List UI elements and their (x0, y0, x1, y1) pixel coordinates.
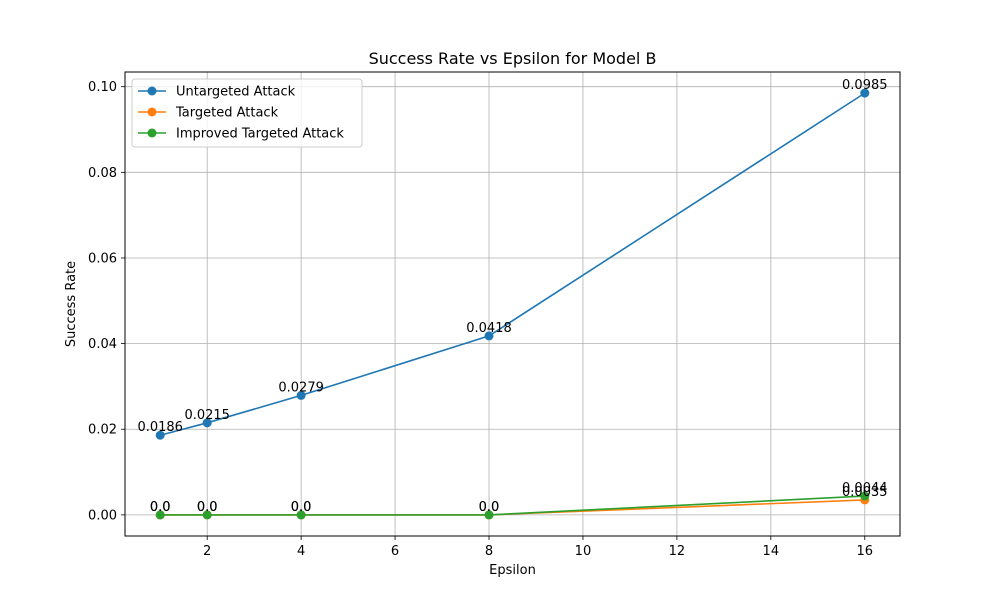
legend-marker-improved-targeted-attack (147, 128, 157, 138)
untargeted-attack-data-label: 0.0186 (137, 420, 183, 435)
legend-box (131, 78, 363, 148)
legend-marker-untargeted-attack (147, 86, 157, 96)
improved-targeted-attack-data-label: 0.0 (150, 500, 171, 515)
targeted-attack-data-label: 0.0 (150, 500, 171, 515)
legend: Untargeted Attack Targeted Attack Improved… (131, 78, 363, 148)
x-tick-label: 10 (575, 544, 592, 559)
improved-targeted-attack-point (155, 510, 165, 520)
y-tick-label: 0.02 (88, 423, 117, 438)
targeted-attack-data-label: 0.0 (479, 500, 500, 515)
x-tick-label: 4 (297, 544, 305, 559)
improved-targeted-attack-point (860, 491, 870, 501)
x-axis-title: Epsilon (489, 563, 536, 578)
untargeted-attack-point (296, 390, 306, 400)
chart-title: Success Rate vs Epsilon for Model B (369, 49, 657, 68)
y-axis-title: Success Rate (64, 261, 79, 347)
legend-marker-targeted-attack (147, 107, 157, 117)
y-tick-label: 0.04 (88, 337, 117, 352)
targeted-attack-data-label: 0.0 (291, 500, 312, 515)
y-tick-label: 0.06 (88, 251, 117, 266)
untargeted-attack-point (860, 88, 870, 98)
series-lines (155, 88, 870, 520)
untargeted-attack-point (202, 418, 212, 428)
improved-targeted-attack-point (202, 510, 212, 520)
targeted-attack-data-label: 0.0035 (842, 485, 888, 500)
x-tick-label: 16 (856, 544, 873, 559)
x-tick-label: 14 (763, 544, 780, 559)
untargeted-attack-point (155, 430, 165, 440)
x-tick-label: 2 (203, 544, 211, 559)
y-tick-label: 0.10 (88, 80, 117, 95)
untargeted-attack-data-label: 0.0279 (278, 380, 324, 395)
improved-targeted-attack-data-label: 0.0 (197, 500, 218, 515)
x-tick-label: 8 (485, 544, 493, 559)
y-tick-label: 0.00 (88, 508, 117, 523)
x-tick-label: 12 (669, 544, 686, 559)
targeted-attack-data-label: 0.0 (197, 500, 218, 515)
untargeted-attack-point (484, 331, 494, 341)
untargeted-attack-data-label: 0.0418 (466, 321, 512, 336)
improved-targeted-attack-data-label: 0.0 (291, 500, 312, 515)
improved-targeted-attack-data-label: 0.0044 (842, 481, 888, 496)
improved-targeted-attack-point (296, 510, 306, 520)
improved-targeted-attack-point (484, 510, 494, 520)
y-tick-label: 0.08 (88, 166, 117, 181)
axis-ticks: 2 4 6 8 10 12 14 16 0.00 0.02 0.04 0.06 0.08 0.10 (88, 80, 873, 559)
legend-label-improved-targeted-attack: Improved Targeted Attack (176, 127, 344, 142)
untargeted-attack-data-label: 0.0985 (842, 78, 888, 93)
improved-targeted-attack-data-label: 0.0 (479, 500, 500, 515)
untargeted-attack-data-label: 0.0215 (184, 408, 230, 423)
plot-area-frame (124, 71, 901, 537)
legend-label-targeted-attack: Targeted Attack (175, 106, 279, 121)
legend-label-untargeted-attack: Untargeted Attack (176, 85, 296, 100)
x-tick-label: 6 (391, 544, 399, 559)
